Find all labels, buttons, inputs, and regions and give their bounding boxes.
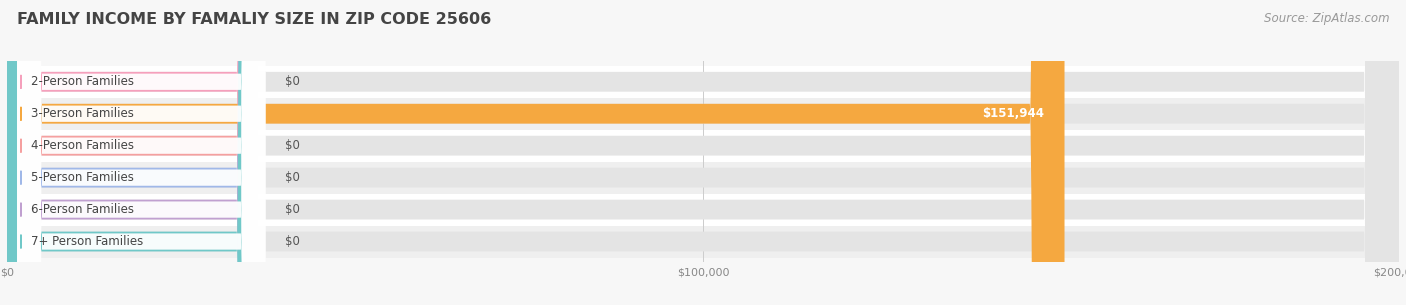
FancyBboxPatch shape	[7, 0, 1399, 305]
Text: 5-Person Families: 5-Person Families	[31, 171, 134, 184]
FancyBboxPatch shape	[7, 0, 257, 305]
Text: FAMILY INCOME BY FAMALIY SIZE IN ZIP CODE 25606: FAMILY INCOME BY FAMALIY SIZE IN ZIP COD…	[17, 12, 491, 27]
FancyBboxPatch shape	[7, 0, 257, 305]
Bar	[7, 162, 1399, 194]
FancyBboxPatch shape	[17, 0, 266, 305]
Bar	[7, 98, 1399, 130]
Text: 2-Person Families: 2-Person Families	[31, 75, 135, 88]
FancyBboxPatch shape	[17, 0, 266, 305]
FancyBboxPatch shape	[7, 0, 257, 305]
FancyBboxPatch shape	[17, 0, 266, 305]
Text: 3-Person Families: 3-Person Families	[31, 107, 134, 120]
FancyBboxPatch shape	[7, 0, 257, 305]
Text: 7+ Person Families: 7+ Person Families	[31, 235, 143, 248]
Text: $151,944: $151,944	[981, 107, 1043, 120]
Bar	[7, 194, 1399, 226]
FancyBboxPatch shape	[7, 0, 1399, 305]
Text: $0: $0	[285, 75, 301, 88]
FancyBboxPatch shape	[7, 0, 257, 305]
FancyBboxPatch shape	[17, 0, 266, 305]
Text: $0: $0	[285, 203, 301, 216]
FancyBboxPatch shape	[7, 0, 1064, 305]
Text: $0: $0	[285, 139, 301, 152]
FancyBboxPatch shape	[7, 0, 1399, 305]
Text: 6-Person Families: 6-Person Families	[31, 203, 135, 216]
Text: 4-Person Families: 4-Person Families	[31, 139, 135, 152]
Text: Source: ZipAtlas.com: Source: ZipAtlas.com	[1264, 12, 1389, 25]
FancyBboxPatch shape	[17, 0, 266, 305]
FancyBboxPatch shape	[17, 0, 266, 305]
Bar	[7, 226, 1399, 257]
Bar	[7, 66, 1399, 98]
FancyBboxPatch shape	[7, 0, 1399, 305]
FancyBboxPatch shape	[7, 0, 1399, 305]
FancyBboxPatch shape	[7, 0, 1399, 305]
Text: $0: $0	[285, 235, 301, 248]
Bar	[7, 130, 1399, 162]
Text: $0: $0	[285, 171, 301, 184]
